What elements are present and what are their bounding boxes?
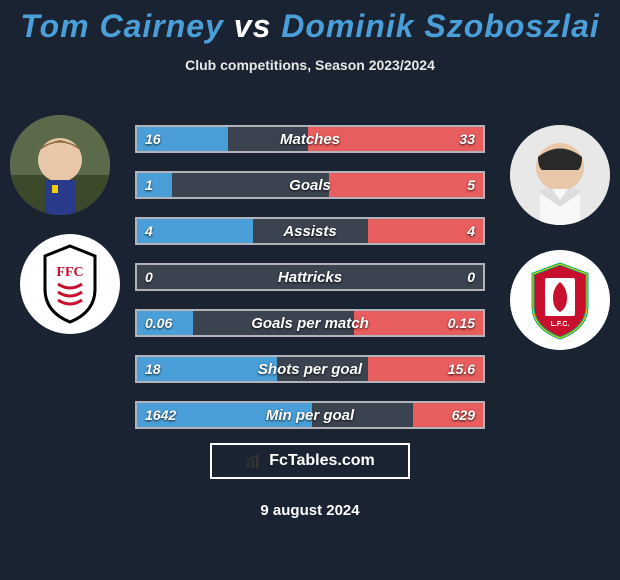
stat-row: Matches16 33 — [135, 125, 485, 153]
stat-value-left: 16 — [145, 125, 161, 153]
subtitle: Club competitions, Season 2023/2024 — [0, 57, 620, 73]
stat-label: Hattricks — [135, 263, 485, 291]
stat-value-right: 629 — [452, 401, 475, 429]
club2-badge: L.F.C. — [510, 250, 610, 350]
stat-value-right: 0 — [467, 263, 475, 291]
stat-value-right: 15.6 — [448, 355, 475, 383]
stats-bars: Matches16 33 Goals1 5 Assists4 4 Hattricks0 0 Go… — [135, 125, 485, 447]
stat-value-right: 33 — [459, 125, 475, 153]
stat-label: Goals — [135, 171, 485, 199]
chart-icon — [245, 452, 263, 470]
date: 9 august 2024 — [0, 502, 620, 519]
comparison-title: Tom Cairney vs Dominik Szoboszlai — [0, 0, 620, 45]
stat-value-right: 5 — [467, 171, 475, 199]
stat-value-left: 18 — [145, 355, 161, 383]
fctables-logo: FcTables.com — [210, 443, 410, 479]
stat-value-right: 0.15 — [448, 309, 475, 337]
title-vs: vs — [224, 8, 281, 44]
stat-label: Assists — [135, 217, 485, 245]
stat-label: Goals per match — [135, 309, 485, 337]
stat-row: Shots per goal18 15.6 — [135, 355, 485, 383]
player2-name: Dominik Szoboszlai — [281, 8, 599, 44]
stat-label: Matches — [135, 125, 485, 153]
player2-avatar — [510, 125, 610, 225]
stat-label: Shots per goal — [135, 355, 485, 383]
player1-name: Tom Cairney — [20, 8, 224, 44]
stat-row: Goals per match0.06 0.15 — [135, 309, 485, 337]
stat-value-left: 1 — [145, 171, 153, 199]
stat-row: Assists4 4 — [135, 217, 485, 245]
stat-value-left: 0 — [145, 263, 153, 291]
club1-badge: FFC — [20, 234, 120, 334]
stat-row: Goals1 5 — [135, 171, 485, 199]
stat-row: Min per goal1642 629 — [135, 401, 485, 429]
stat-value-right: 4 — [467, 217, 475, 245]
svg-text:L.F.C.: L.F.C. — [551, 321, 570, 328]
player1-avatar — [10, 115, 110, 215]
stat-value-left: 4 — [145, 217, 153, 245]
stat-value-left: 1642 — [145, 401, 176, 429]
stat-value-left: 0.06 — [145, 309, 172, 337]
stat-label: Min per goal — [135, 401, 485, 429]
stat-row: Hattricks0 0 — [135, 263, 485, 291]
logo-text: FcTables.com — [269, 452, 375, 470]
svg-text:FFC: FFC — [56, 265, 83, 280]
